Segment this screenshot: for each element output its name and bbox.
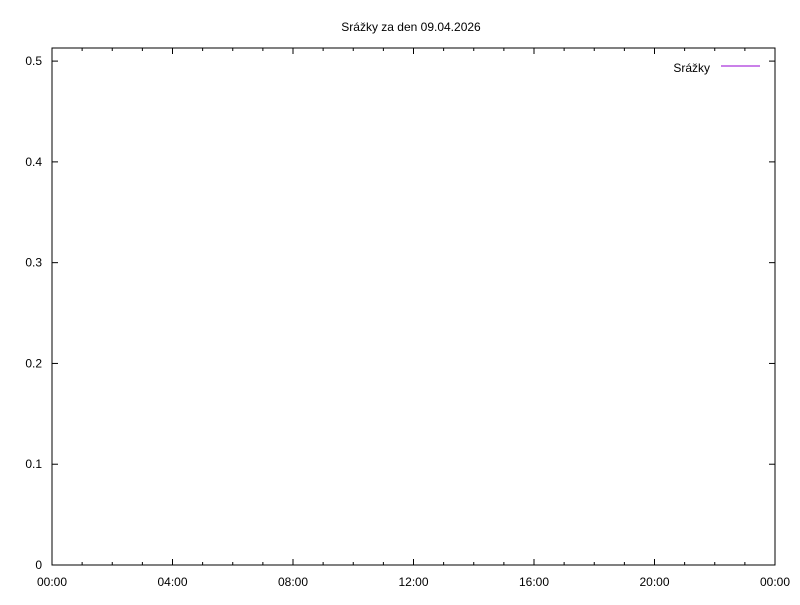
y-tick-label: 0.1 xyxy=(25,457,42,471)
legend: Srážky xyxy=(673,61,760,75)
x-tick-label: 00:00 xyxy=(37,575,67,589)
x-tick-label: 16:00 xyxy=(519,575,549,589)
legend-label: Srážky xyxy=(673,61,710,75)
x-tick-label: 00:00 xyxy=(760,575,790,589)
x-tick-label: 04:00 xyxy=(157,575,187,589)
x-tick-label: 12:00 xyxy=(398,575,428,589)
y-tick-label: 0.3 xyxy=(25,256,42,270)
y-tick-label: 0.5 xyxy=(25,54,42,68)
y-tick-label: 0 xyxy=(35,558,42,572)
x-tick-label: 20:00 xyxy=(639,575,669,589)
y-tick-label: 0.2 xyxy=(25,356,42,370)
x-tick-label: 08:00 xyxy=(278,575,308,589)
plot-frame xyxy=(51,47,776,566)
chart-title: Srážky za den 09.04.2026 xyxy=(341,20,481,34)
y-tick-label: 0.4 xyxy=(25,155,42,169)
